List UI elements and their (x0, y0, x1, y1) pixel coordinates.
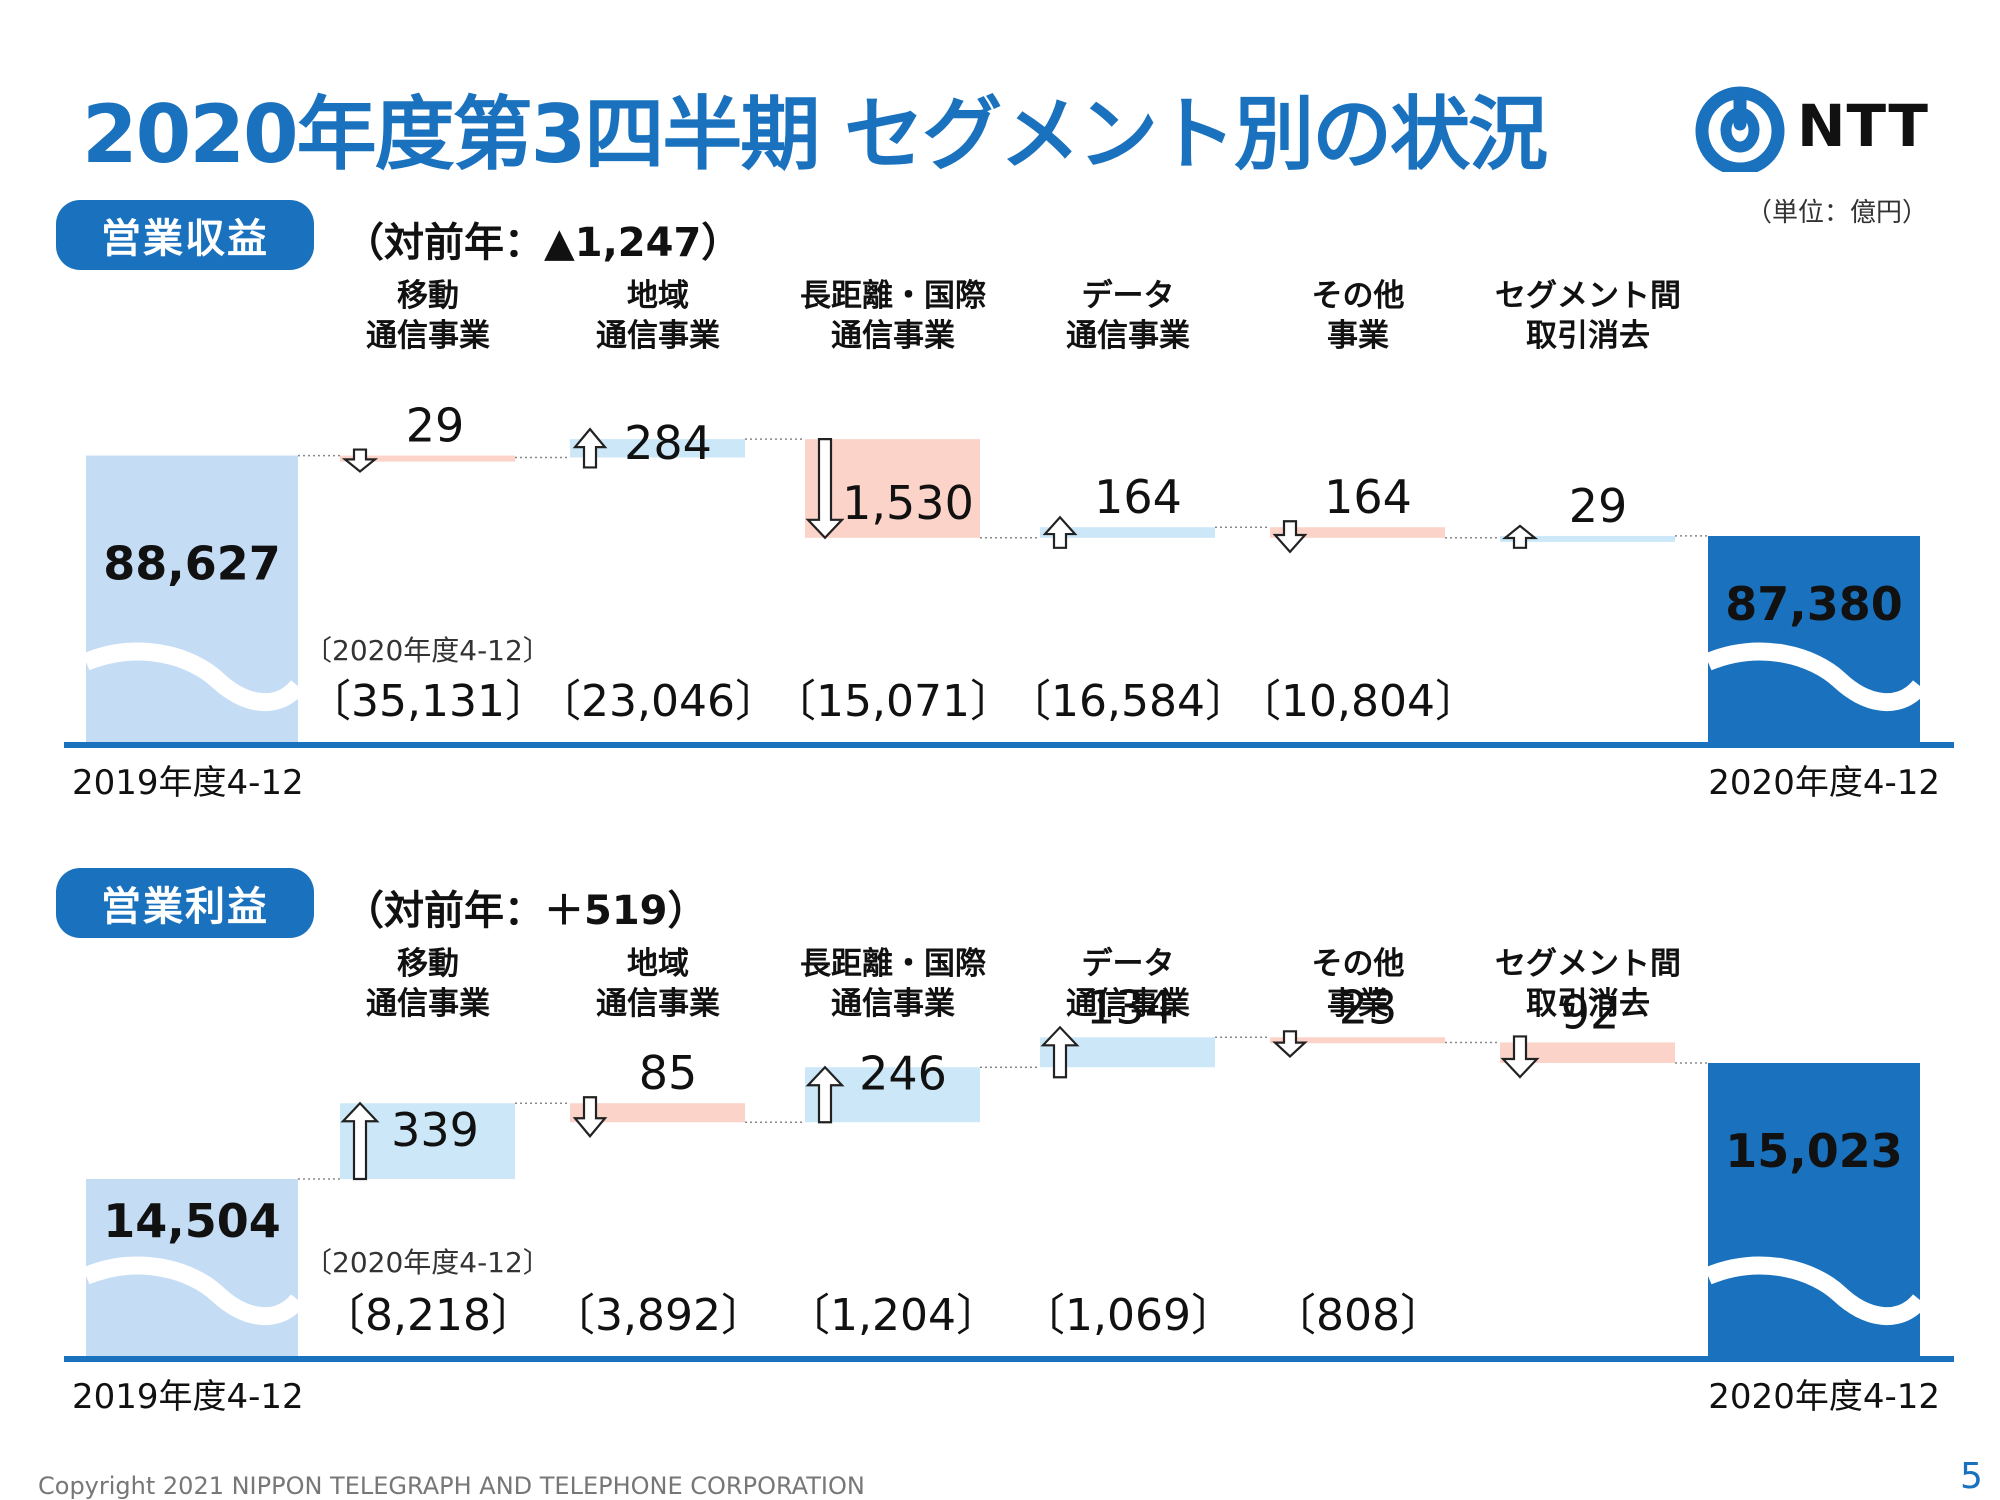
up-arrow-icon (1042, 515, 1078, 549)
start-bar-wave (82, 1256, 305, 1326)
change-value-label: 246 (859, 1046, 947, 1100)
change-value-label: 164 (1324, 470, 1412, 524)
change-value-label: 134 (1086, 980, 1174, 1034)
segment-header-line1: 地域 (627, 946, 689, 982)
segment-total: 〔1,204〕 (786, 1290, 1000, 1341)
unit-label: （単位：億円） (1746, 198, 1929, 228)
end-value-label: 15,023 (1725, 1124, 1903, 1178)
x-axis-start-label: 2019年度4-12 (72, 1377, 304, 1417)
segment-header-line2: 通信事業 (831, 318, 955, 354)
x-axis-end-label: 2020年度4-12 (1708, 1377, 1940, 1417)
segment-total: 〔23,046〕 (537, 676, 779, 727)
change-value-label: 284 (624, 416, 712, 470)
segment-header-line1: その他 (1312, 946, 1405, 982)
page-number: 5 (1960, 1456, 1983, 1497)
logo-wordmark: NTT (1797, 92, 1929, 160)
change-bar (1040, 527, 1215, 538)
end-bar-wave (1704, 1256, 1927, 1326)
segment-header-line2: 通信事業 (1066, 986, 1190, 1022)
profit-yoy-change: （対前年：＋519） (344, 888, 708, 934)
segment-header-line2: 通信事業 (1066, 318, 1190, 354)
segment-header-line2: 通信事業 (596, 318, 720, 354)
revenue-waterfall-chart: 移動通信事業地域通信事業長距離・国際通信事業データ通信事業その他事業セグメント間… (64, 278, 1954, 803)
segment-header-line2: 取引消去 (1526, 318, 1650, 354)
end-value-label: 87,380 (1725, 577, 1903, 631)
up-arrow-icon (572, 427, 608, 469)
change-value-label: 29 (1569, 479, 1628, 533)
copyright-notice: Copyright 2021 NIPPON TELEGRAPH AND TELE… (38, 1472, 865, 1500)
change-bar (340, 455, 515, 462)
change-value-label: 164 (1094, 470, 1182, 524)
segment-header-line2: 取引消去 (1526, 986, 1650, 1022)
start-value-label: 14,504 (103, 1194, 281, 1248)
change-bar (1500, 535, 1675, 542)
segment-header-line2: 通信事業 (366, 986, 490, 1022)
start-value-label: 88,627 (103, 537, 281, 591)
x-axis-end-label: 2020年度4-12 (1708, 763, 1940, 803)
up-arrow-icon (805, 1065, 845, 1124)
segment-header-line1: セグメント間 (1495, 946, 1681, 982)
page-title: 2020年度第3四半期 セグメント別の状況 (82, 88, 1548, 181)
change-bar (1270, 527, 1445, 538)
up-arrow-icon (1501, 524, 1539, 549)
revenue-yoy-change: （対前年：▲1,247） (344, 220, 742, 266)
segment-total: 〔15,071〕 (772, 676, 1014, 727)
segment-header-line1: 移動 (397, 278, 459, 314)
segment-total: 〔16,584〕 (1007, 676, 1249, 727)
segment-header-line2: 事業 (1327, 318, 1389, 354)
segment-header-line1: その他 (1312, 278, 1405, 314)
profit-section-label: 営業利益 (56, 868, 314, 938)
segment-header-line1: 長距離・国際 (800, 946, 986, 982)
change-bar (570, 439, 745, 458)
segment-header-line1: データ (1082, 278, 1175, 314)
down-arrow-icon (805, 438, 845, 540)
up-arrow-icon (1040, 1025, 1080, 1079)
x-axis-line (64, 742, 1954, 748)
segment-header-line2: 事業 (1327, 986, 1389, 1022)
segment-total: 〔808〕 (1272, 1290, 1444, 1341)
ntt-logo: NTT (1694, 86, 1944, 176)
end-bar-wave (1704, 642, 1927, 712)
down-arrow-icon (1500, 1035, 1540, 1079)
segment-header-line1: 長距離・国際 (800, 278, 986, 314)
profit-waterfall-chart: 移動通信事業地域通信事業長距離・国際通信事業データ通信事業その他事業セグメント間… (64, 946, 1954, 1417)
segment-header-line1: データ (1082, 946, 1175, 982)
change-value-label: 339 (391, 1103, 479, 1157)
segment-total: 〔3,892〕 (551, 1290, 765, 1341)
segment-total: 〔8,218〕 (321, 1290, 535, 1341)
segment-header-line2: 通信事業 (831, 986, 955, 1022)
down-arrow-icon (341, 448, 379, 473)
ntt-logo-icon (1695, 86, 1785, 176)
change-bar (1500, 1042, 1675, 1064)
period-label: 〔2020年度4-12〕 (304, 634, 551, 667)
start-bar-wave (82, 642, 305, 712)
segment-header-line1: セグメント間 (1495, 278, 1681, 314)
segment-header-line1: 移動 (397, 946, 459, 982)
down-arrow-icon (572, 1096, 608, 1138)
revenue-section-label: 営業収益 (56, 200, 314, 270)
segment-header-line2: 通信事業 (596, 986, 720, 1022)
down-arrow-icon (1272, 520, 1308, 554)
x-axis-line (64, 1356, 1954, 1362)
x-axis-start-label: 2019年度4-12 (72, 763, 304, 803)
segment-total: 〔1,069〕 (1021, 1290, 1235, 1341)
segment-header-line2: 通信事業 (366, 318, 490, 354)
down-arrow-icon (1272, 1030, 1308, 1058)
segment-total: 〔10,804〕 (1237, 676, 1479, 727)
period-label: 〔2020年度4-12〕 (304, 1246, 551, 1279)
up-arrow-icon (340, 1101, 380, 1181)
change-bar (570, 1103, 745, 1123)
segment-total: 〔35,131〕 (307, 676, 549, 727)
change-value-label: 85 (639, 1046, 698, 1100)
change-value-label: 92 (1561, 985, 1620, 1039)
change-value-label: 29 (406, 399, 465, 453)
change-value-label: 1,530 (842, 476, 974, 530)
change-bar (1270, 1037, 1445, 1044)
change-value-label: 23 (1339, 980, 1398, 1034)
segment-header-line1: 地域 (627, 278, 689, 314)
